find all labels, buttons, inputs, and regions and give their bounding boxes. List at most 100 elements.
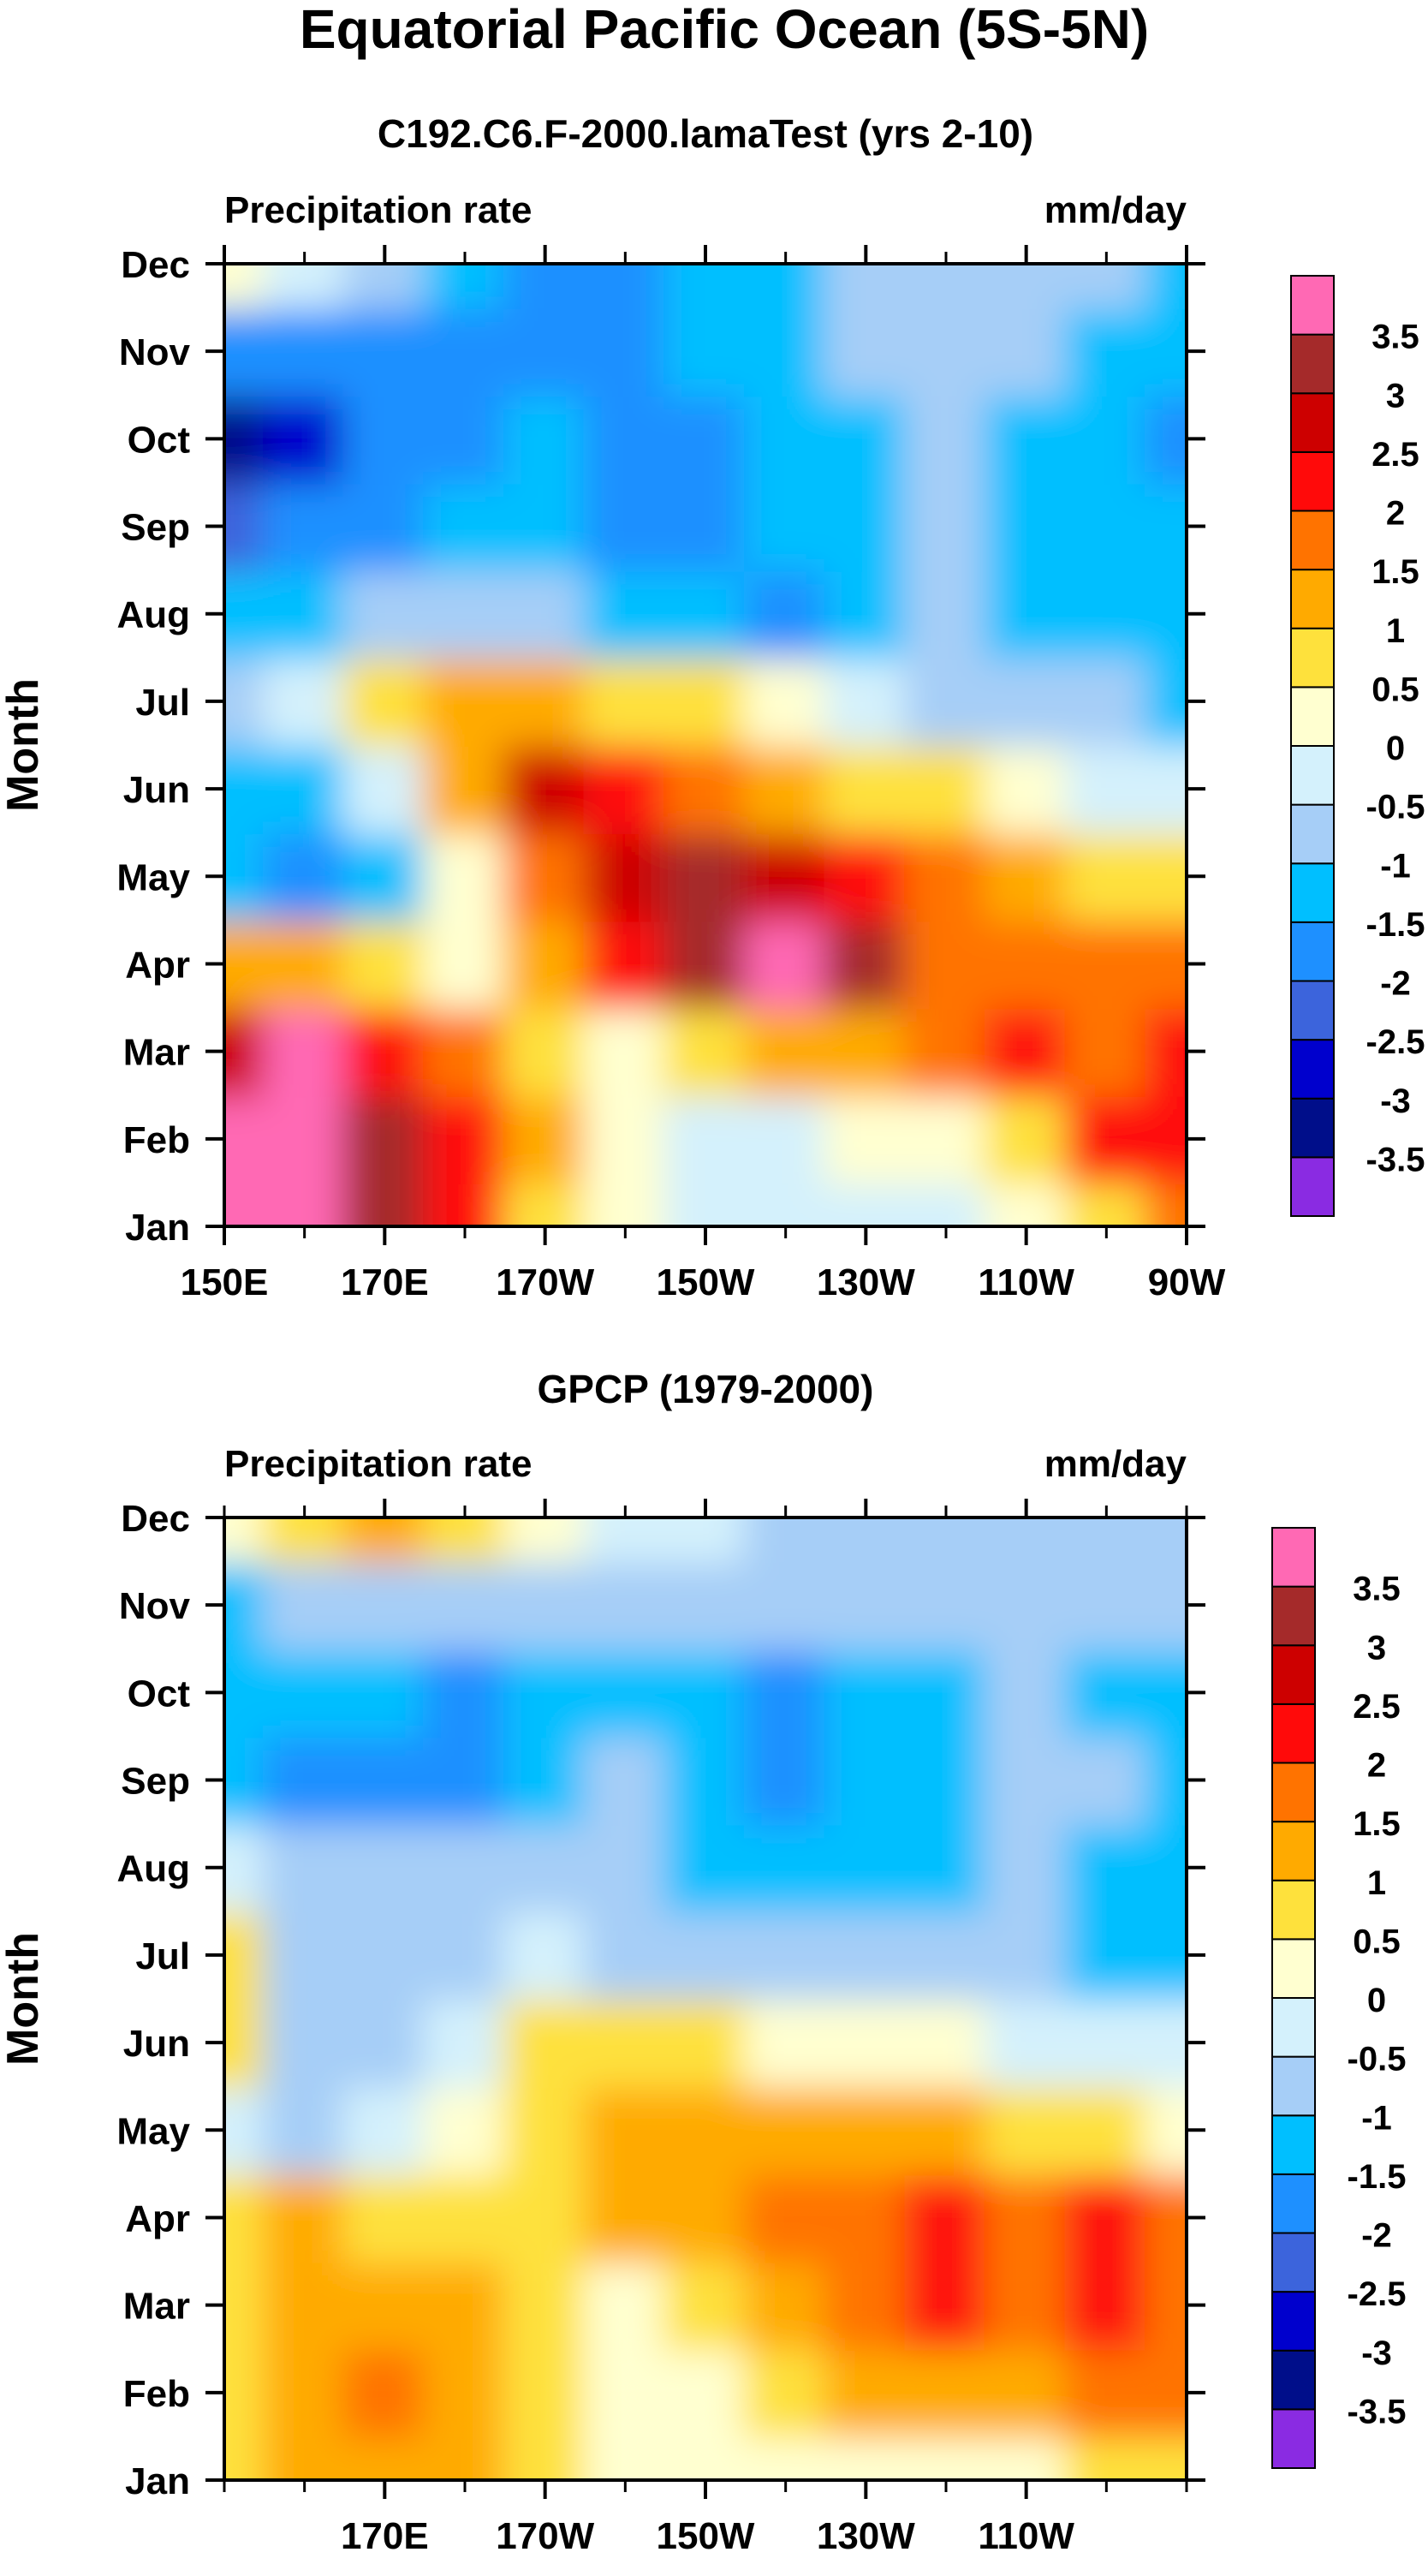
contour-cell: [224, 568, 266, 659]
colorbar-label: 1.5: [1371, 553, 1419, 591]
contour-cell: [503, 2434, 587, 2480]
contour-cell: [743, 1734, 828, 1826]
contour-cell: [423, 264, 507, 310]
contour-cell: [984, 1005, 1068, 1097]
contour-cell: [224, 655, 266, 747]
contour-cell: [503, 2259, 587, 2351]
y-tick-label: Oct: [128, 1673, 191, 1714]
contour-cell: [824, 1997, 908, 2089]
contour-cell: [1064, 1559, 1149, 1651]
colorbar-label: -3.5: [1348, 2393, 1407, 2430]
axis-ticks: Jan Feb Mar Apr May Jun Jul Aug Sep Oct Nov Dec 170E…: [116, 1498, 1205, 2557]
contour-cell: [342, 2172, 427, 2263]
contour-cell: [1145, 1647, 1187, 1738]
contour-cell: [583, 2346, 668, 2438]
contour-cell: [663, 306, 747, 397]
contour-cell: [1145, 568, 1187, 659]
contour-cell: [663, 2084, 747, 2176]
contour-cell: [342, 1734, 427, 1826]
contour-cell: [583, 1180, 668, 1226]
contour-cell: [423, 306, 507, 397]
contour-cell: [262, 2434, 347, 2480]
contour-cell: [224, 1093, 266, 1184]
colorbar-label: 2: [1386, 495, 1405, 533]
colorbar-label: 3: [1386, 377, 1405, 414]
y-tick-label: Jul: [135, 1935, 190, 1977]
y-tick-label: Jun: [123, 769, 190, 811]
contour-cell: [342, 655, 427, 747]
contour-cell: [663, 1005, 747, 1097]
contour-cell: [984, 2434, 1068, 2480]
contour-cell: [342, 743, 427, 835]
colorbar-label: 1: [1386, 612, 1405, 650]
contour-cell: [342, 480, 427, 572]
contour-cell: [1064, 1180, 1149, 1226]
contour-cell: [583, 2084, 668, 2176]
contour-cell: [824, 1518, 908, 1564]
colorbar-box: [1290, 745, 1335, 806]
colorbar-label: 3.5: [1353, 1571, 1401, 1608]
contour-cell: [583, 1734, 668, 1826]
y-tick-label: Mar: [123, 2286, 190, 2328]
contour-cell: [824, 918, 908, 1010]
contour-cell: [224, 2259, 266, 2351]
contour-cell: [663, 1518, 747, 1564]
contour-cell: [663, 2259, 747, 2351]
contour-cell: [904, 655, 988, 747]
contour-cell: [824, 1005, 908, 1097]
colorbar-box: [1290, 275, 1335, 336]
contour-cell: [904, 1005, 988, 1097]
colorbar-box: [1290, 627, 1335, 689]
contour-cell: [1064, 306, 1149, 397]
colorbar-label: 0.5: [1353, 1923, 1401, 1960]
y-tick-label: Jun: [123, 2023, 190, 2065]
colorbar-label: -0.5: [1366, 789, 1425, 826]
contour-cell: [503, 1518, 587, 1564]
contour-cell: [743, 1093, 828, 1184]
contour-cell: [503, 1005, 587, 1097]
contour-cell: [583, 655, 668, 747]
contour-cell: [262, 2172, 347, 2263]
contour-cell: [503, 1997, 587, 2089]
contour-cell: [224, 1180, 266, 1226]
contour-cell: [1064, 2172, 1149, 2263]
contour-cell: [262, 480, 347, 572]
contour-cell: [904, 743, 988, 835]
contour-cell: [262, 1005, 347, 1097]
contour-cell: [1145, 2084, 1187, 2176]
colorbar-label: 2.5: [1353, 1688, 1401, 1726]
contour-cell: [984, 1518, 1068, 1564]
contour-cell: [262, 568, 347, 659]
contour-cell: [1064, 918, 1149, 1010]
colorbar-label: -2.5: [1348, 2275, 1407, 2313]
contour-cell: [824, 1180, 908, 1226]
contour-cell: [824, 1909, 908, 2001]
contour-cell: [743, 831, 828, 922]
y-tick-label: Jan: [125, 1207, 190, 1249]
contour-cell: [1064, 393, 1149, 485]
units-label: mm/day: [1044, 1443, 1187, 1485]
contour-cell: [904, 831, 988, 922]
contour-cell: [743, 2084, 828, 2176]
contour-cell: [1064, 1909, 1149, 2001]
contour-cell: [224, 480, 266, 572]
contour-cell: [262, 655, 347, 747]
contour-cell: [503, 655, 587, 747]
contour-cell: [663, 480, 747, 572]
contour-cell: [743, 743, 828, 835]
y-tick-label: Aug: [116, 594, 190, 636]
contour-cell: [583, 1997, 668, 2089]
contour-cell: [824, 2172, 908, 2263]
contour-cell: [824, 2346, 908, 2438]
x-tick-label: 170E: [341, 1261, 429, 1303]
y-tick-label: Sep: [121, 1761, 190, 1803]
contour-cell: [503, 480, 587, 572]
contour-cell: [583, 2172, 668, 2263]
contour-cell: [824, 393, 908, 485]
contour-cell: [423, 2172, 507, 2263]
contour-cell: [423, 743, 507, 835]
contour-cell: [743, 655, 828, 747]
contour-cell: [1064, 1647, 1149, 1738]
contour-cell: [224, 1822, 266, 1913]
x-tick-label: 130W: [817, 1261, 915, 1303]
